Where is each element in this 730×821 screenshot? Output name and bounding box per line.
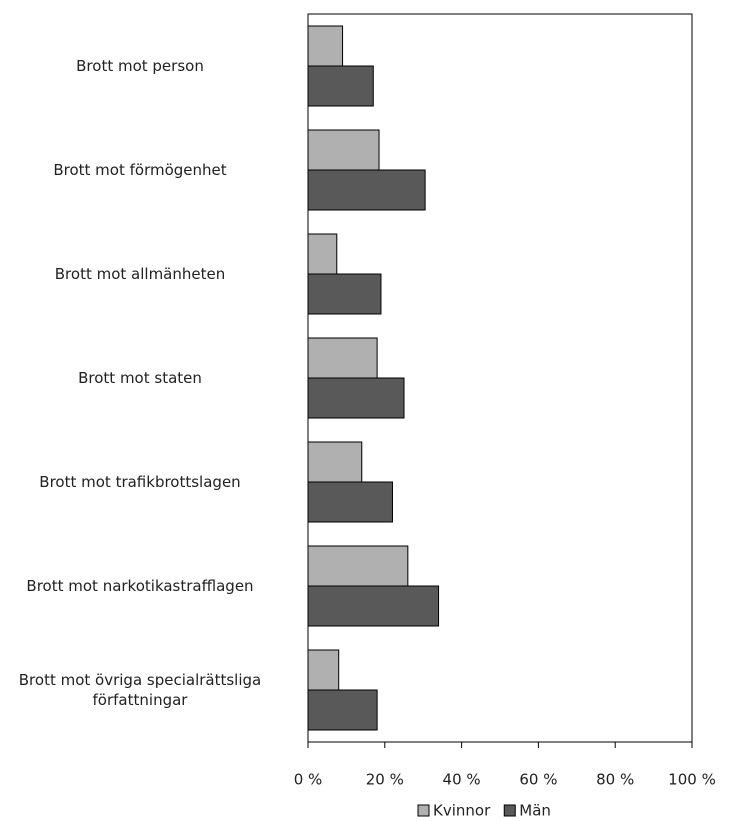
bar bbox=[307, 649, 340, 691]
legend-swatch bbox=[417, 804, 430, 817]
bar bbox=[307, 545, 409, 587]
bar bbox=[307, 585, 440, 627]
bar bbox=[307, 441, 363, 483]
legend-label: Kvinnor bbox=[433, 802, 491, 820]
bar bbox=[307, 689, 378, 731]
legend-label: Män bbox=[519, 802, 551, 820]
bar bbox=[307, 129, 380, 171]
bar bbox=[307, 65, 374, 107]
category-label: Brott mot narkotikastrafflagen bbox=[26, 577, 254, 595]
category-label: Brott mot trafikbrottslagen bbox=[39, 473, 241, 491]
bar bbox=[307, 25, 344, 67]
bar bbox=[307, 337, 378, 379]
x-tick-label: 0 % bbox=[294, 771, 323, 789]
category-label: Brott mot allmänheten bbox=[54, 265, 226, 283]
x-tick-label: 80 % bbox=[596, 771, 634, 789]
category-label: Brott mot övriga specialrättsliga förfat… bbox=[18, 671, 262, 709]
x-tick-label: 60 % bbox=[519, 771, 557, 789]
category-label: Brott mot person bbox=[76, 57, 204, 75]
x-tick-label: 40 % bbox=[443, 771, 481, 789]
bar bbox=[307, 377, 405, 419]
bar bbox=[307, 169, 426, 211]
legend-swatch bbox=[503, 804, 516, 817]
x-tick-label: 100 % bbox=[668, 771, 716, 789]
category-label: Brott mot förmögenhet bbox=[53, 161, 227, 179]
bar bbox=[307, 233, 338, 275]
bar bbox=[307, 481, 393, 523]
bar bbox=[307, 273, 382, 315]
x-tick-label: 20 % bbox=[366, 771, 404, 789]
plot-frame bbox=[307, 13, 693, 743]
category-label: Brott mot staten bbox=[78, 369, 202, 387]
